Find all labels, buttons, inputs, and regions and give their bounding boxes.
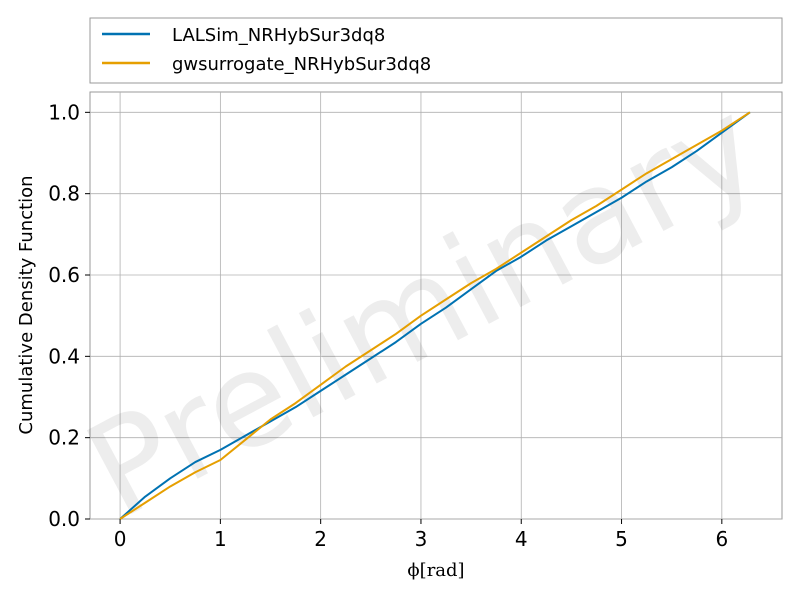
y-axis-label: Cumulative Density Function bbox=[16, 175, 37, 434]
y-tick-label: 0.6 bbox=[48, 263, 80, 287]
legend-label-lalsim: LALSim_NRHybSur3dq8 bbox=[172, 25, 385, 46]
x-tick-label: 6 bbox=[715, 527, 728, 551]
legend-label-gwsurrogate: gwsurrogate_NRHybSur3dq8 bbox=[172, 54, 431, 75]
y-tick-label: 1.0 bbox=[48, 100, 80, 124]
x-tick-label: 3 bbox=[415, 527, 428, 551]
x-tick-label: 4 bbox=[515, 527, 528, 551]
x-tick-label: 0 bbox=[114, 527, 127, 551]
y-tick-label: 0.2 bbox=[48, 426, 80, 450]
y-tick-label: 0.8 bbox=[48, 182, 80, 206]
series-layer bbox=[119, 111, 751, 520]
x-tick-label: 1 bbox=[214, 527, 227, 551]
x-tick-label: 2 bbox=[314, 527, 327, 551]
y-tick-label: 0.0 bbox=[48, 507, 80, 531]
x-axis-label: ϕ[rad] bbox=[407, 560, 464, 581]
grid bbox=[90, 92, 782, 520]
series-line-lalsim bbox=[119, 111, 751, 520]
legend-frame bbox=[89, 17, 783, 84]
legend: LALSim_NRHybSur3dq8 gwsurrogate_NRHybSur… bbox=[89, 17, 783, 84]
y-tick-label: 0.4 bbox=[48, 344, 80, 368]
ticks: 0 1 2 3 4 5 6 0.0 0.2 0.4 0.6 0.8 1.0 bbox=[48, 100, 728, 551]
x-tick-label: 5 bbox=[615, 527, 628, 551]
series-line-gwsurrogate bbox=[119, 111, 751, 520]
